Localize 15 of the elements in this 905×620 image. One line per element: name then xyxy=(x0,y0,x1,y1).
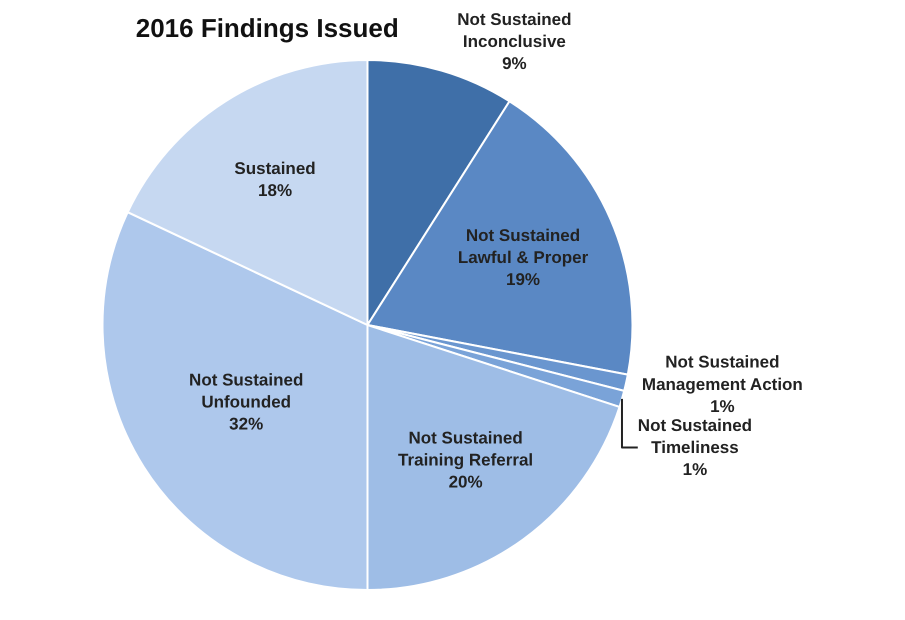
data-label: 18% xyxy=(258,180,292,200)
slice-label: Not Sustained Lawful & Proper xyxy=(458,226,589,268)
slice-label: Not Sustained Timeliness xyxy=(638,416,752,458)
data-label: 32% xyxy=(229,414,264,434)
chart-title: 2016 Findings Issued xyxy=(136,12,399,43)
data-label: 20% xyxy=(448,472,483,492)
slice-label: Not Sustained Inconclusive xyxy=(457,10,572,51)
data-label: 1% xyxy=(710,396,735,416)
data-label: 1% xyxy=(682,460,708,480)
data-label: 9% xyxy=(502,54,527,73)
slice-label: Not Sustained Training Referral xyxy=(398,428,534,470)
data-label: 19% xyxy=(506,270,540,290)
slice-label: Not Sustained Management Action xyxy=(642,352,803,394)
slice-label: Sustained xyxy=(234,158,316,178)
slice-label: Not Sustained Unfounded xyxy=(189,370,304,412)
